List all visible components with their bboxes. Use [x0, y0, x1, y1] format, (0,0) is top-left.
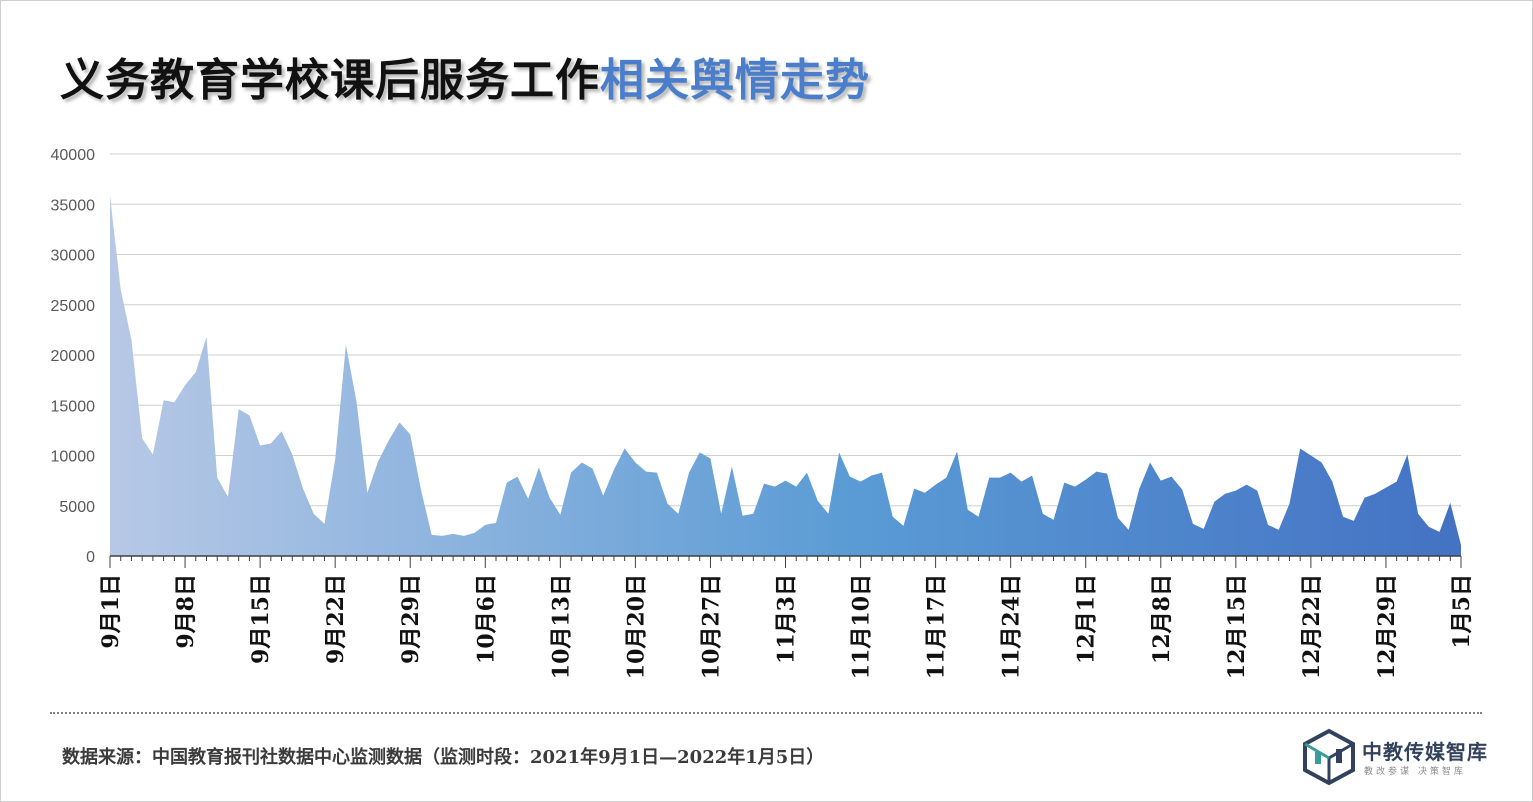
- x-tick-label: 12月15日: [1224, 574, 1250, 679]
- y-tick-label: 0: [86, 549, 95, 566]
- x-tick-label: 12月8日: [1149, 574, 1175, 664]
- x-axis: [109, 555, 1462, 568]
- y-tick-label: 25000: [51, 298, 96, 315]
- x-tick-label: 1月5日: [1449, 574, 1475, 649]
- x-tick-label: 12月1日: [1074, 574, 1100, 664]
- x-tick-label: 9月15日: [248, 574, 274, 664]
- y-tick-label: 5000: [59, 499, 95, 516]
- y-axis-tick-labels: 0 5000 10000 15000 20000 25000 30000 35000 40000: [51, 147, 96, 566]
- x-tick-label: 11月17日: [924, 574, 950, 679]
- x-tick-label: 12月22日: [1299, 574, 1325, 679]
- x-tick-label: 9月22日: [323, 574, 349, 664]
- title-part-1: 义务教育学校课后服务工作: [60, 55, 600, 106]
- x-tick-label: 11月3日: [774, 574, 800, 664]
- x-tick-label: 12月29日: [1374, 574, 1400, 679]
- x-axis-tick-labels: 9月1日 9月8日 9月15日 9月22日 9月29日 10月6日 10月13日 10月20日…: [98, 574, 1475, 679]
- x-tick-label: 10月20日: [623, 574, 649, 679]
- x-tick-label: 11月24日: [999, 574, 1025, 679]
- x-tick-label: 9月8日: [173, 574, 199, 649]
- title-part-2: 相关舆情走势: [600, 55, 870, 106]
- x-tick-label: 11月10日: [849, 574, 875, 679]
- y-tick-label: 15000: [51, 398, 96, 415]
- y-tick-label: 35000: [51, 197, 96, 214]
- y-tick-label: 10000: [51, 449, 96, 466]
- area-chart: 0 5000 10000 15000 20000 25000 30000 35000 40000…: [51, 147, 1476, 679]
- logo-name: 中教传媒智库: [1362, 740, 1488, 764]
- cube-logo-icon: [1303, 728, 1355, 786]
- brand-logo: 中教传媒智库 教改参谋 决策智库: [1302, 728, 1502, 790]
- data-source-note: 数据来源：中国教育报刊社数据中心监测数据（监测时段：2021年9月1日—2022…: [62, 747, 825, 768]
- series-area: [110, 196, 1461, 556]
- x-tick-label: 9月1日: [98, 574, 124, 649]
- y-tick-label: 20000: [51, 348, 96, 365]
- x-tick-label: 10月6日: [473, 574, 499, 664]
- x-tick-label: 10月13日: [548, 574, 574, 679]
- y-tick-label: 40000: [51, 147, 96, 164]
- page-title: 义务教育学校课后服务工作相关舆情走势: [60, 44, 870, 108]
- x-tick-label: 10月27日: [698, 574, 724, 679]
- x-tick-label: 9月29日: [398, 574, 424, 664]
- y-tick-label: 30000: [51, 248, 96, 265]
- footer-divider: [50, 712, 1482, 714]
- logo-tagline: 教改参谋 决策智库: [1364, 767, 1466, 777]
- gridlines: [110, 153, 1461, 507]
